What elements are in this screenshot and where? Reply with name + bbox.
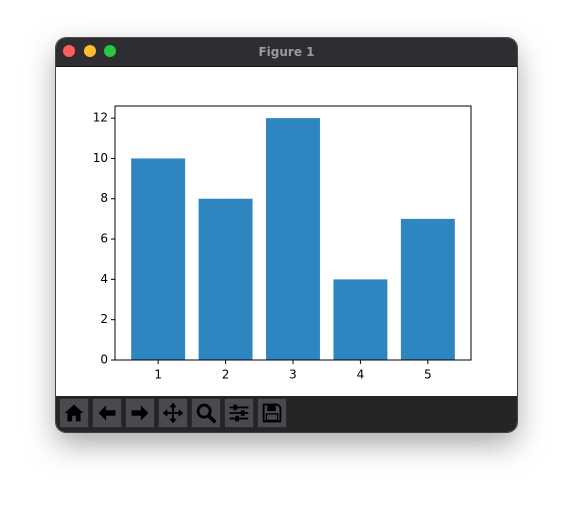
x-tick-label: 2 xyxy=(222,368,230,382)
y-tick-label: 2 xyxy=(100,312,108,326)
window: Figure 1 0 2 4 6 8 10 12 1 2 3 4 5 xyxy=(56,38,517,432)
home-button[interactable] xyxy=(59,398,89,428)
window-title: Figure 1 xyxy=(258,45,315,59)
y-tick-label: 12 xyxy=(93,111,108,125)
bar xyxy=(400,218,455,360)
x-tick-label: 5 xyxy=(424,368,432,382)
pan-button[interactable] xyxy=(158,398,188,428)
bar xyxy=(333,279,388,360)
bar xyxy=(198,198,253,360)
y-tick-label: 10 xyxy=(93,151,108,165)
minimize-button[interactable] xyxy=(84,45,96,57)
zoom-rect-button[interactable] xyxy=(191,398,221,428)
forward-button[interactable] xyxy=(125,398,155,428)
y-tick-label: 0 xyxy=(100,353,108,367)
x-tick-label: 1 xyxy=(154,368,162,382)
x-tick-label: 3 xyxy=(289,368,297,382)
y-tick-label: 4 xyxy=(100,272,108,286)
zoom-button[interactable] xyxy=(104,45,116,57)
save-button[interactable] xyxy=(257,398,287,428)
configure-button[interactable] xyxy=(224,398,254,428)
title-bar: Figure 1 xyxy=(56,38,517,67)
bar xyxy=(131,158,186,360)
bar xyxy=(266,118,320,360)
close-button[interactable] xyxy=(63,45,75,57)
y-tick-label: 8 xyxy=(100,191,108,205)
x-tick-label: 4 xyxy=(357,368,365,382)
toolbar xyxy=(56,396,517,432)
back-button[interactable] xyxy=(92,398,122,428)
y-tick-label: 6 xyxy=(100,232,108,246)
